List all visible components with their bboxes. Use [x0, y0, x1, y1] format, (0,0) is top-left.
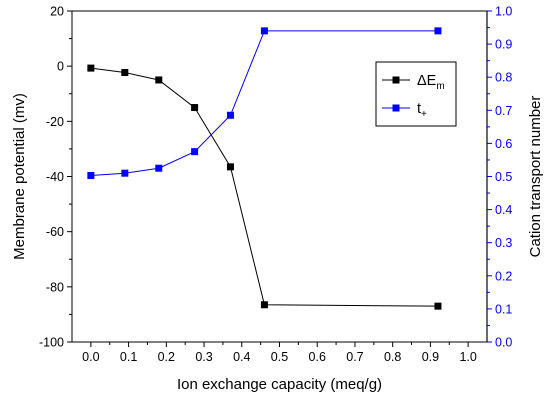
left-axis: -100 -80 -60 -40 -20 0 20	[39, 5, 72, 350]
y2-tick-label: 0.4	[495, 203, 512, 217]
data-point	[260, 27, 268, 35]
x-tick-label: 0.7	[346, 350, 363, 364]
data-point	[155, 76, 163, 84]
y2-tick-label: 0.6	[495, 137, 512, 151]
x-tick-label: 0.9	[422, 350, 439, 364]
plot-frame	[71, 10, 488, 343]
y2-tick-label: 1.0	[495, 5, 512, 19]
y2-axis-title: Cation transport number	[527, 96, 544, 258]
x-tick-label: 0.8	[384, 350, 401, 364]
data-point	[121, 169, 129, 177]
y-tick-label: 20	[50, 5, 64, 19]
y-tick-label: -20	[46, 115, 64, 129]
data-point	[226, 163, 234, 171]
y-axis-title: Membrane potential (mv)	[11, 93, 28, 260]
data-point	[155, 164, 163, 172]
y2-tick-label: 0.8	[495, 71, 512, 85]
data-point	[434, 27, 442, 35]
data-point	[226, 111, 234, 119]
legend-marker	[392, 104, 400, 112]
legend-box	[375, 61, 457, 127]
x-tick-label: 0.6	[309, 350, 326, 364]
y-tick-label: 0	[57, 60, 64, 74]
y2-tick-label: 0.3	[495, 236, 512, 250]
x-tick-label: 0.4	[233, 350, 250, 364]
y2-tick-label: 0.5	[495, 170, 512, 184]
legend-label: ΔEm	[417, 73, 445, 92]
data-point	[87, 64, 95, 72]
x-tick-label: 0.3	[195, 350, 212, 364]
y-tick-label: -60	[46, 225, 64, 239]
data-point	[191, 148, 199, 156]
data-point	[121, 69, 129, 77]
x-tick-label: 0.0	[82, 350, 99, 364]
data-point	[260, 301, 268, 309]
x-tick-label: 0.1	[120, 350, 137, 364]
data-point	[434, 302, 442, 310]
data-point	[191, 104, 199, 112]
y2-tick-label: 0.9	[495, 38, 512, 52]
y-tick-label: -100	[39, 336, 64, 350]
y-tick-label: -40	[46, 170, 64, 184]
right-axis: 0.0 0.1 0.2 0.3 0.4 0.5 0.6 0.7 0.8 0.9 1.0	[486, 5, 512, 350]
legend: ΔEm t+	[375, 61, 457, 127]
bottom-axis: 0.0 0.1 0.2 0.3 0.4 0.5 0.6 0.7 0.8 0.9 1.0	[82, 342, 477, 364]
y-tick-label: -80	[46, 280, 64, 294]
y2-tick-label: 0.2	[495, 269, 512, 283]
y2-tick-label: 0.0	[495, 336, 512, 350]
y2-tick-label: 0.7	[495, 104, 512, 118]
series-layer	[87, 27, 442, 310]
y2-tick-label: 0.1	[495, 302, 512, 316]
x-axis-title: Ion exchange capacity (meq/g)	[177, 376, 382, 393]
x-tick-label: 0.2	[158, 350, 175, 364]
x-tick-label: 1.0	[459, 350, 476, 364]
legend-label: t+	[417, 101, 427, 120]
data-point	[87, 172, 95, 180]
legend-marker	[392, 76, 400, 84]
x-tick-label: 0.5	[271, 350, 288, 364]
